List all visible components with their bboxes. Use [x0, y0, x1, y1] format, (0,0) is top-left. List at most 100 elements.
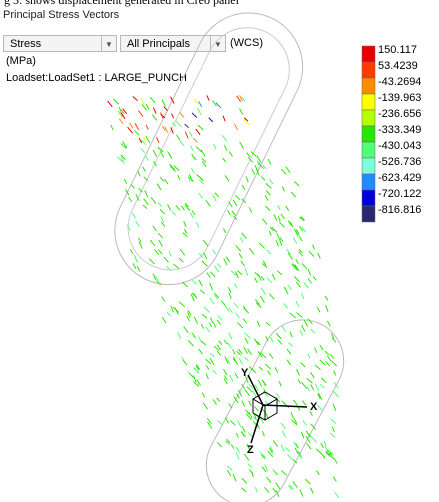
legend-label: 53.4239: [378, 60, 418, 72]
stress-vector: [247, 349, 251, 355]
stress-vector: [204, 253, 207, 259]
stress-vector: [262, 431, 264, 436]
stress-vector: [326, 305, 329, 312]
stress-vector: [233, 349, 235, 354]
stress-vector: [145, 190, 148, 197]
stress-vector: [118, 111, 121, 115]
stress-vector: [192, 333, 196, 339]
stress-vector: [152, 115, 157, 121]
stress-vector: [200, 290, 205, 294]
legend-swatch: [362, 110, 375, 126]
stress-vector: [239, 254, 242, 259]
stress-vector: [261, 276, 264, 280]
stress-vector: [281, 423, 285, 429]
stress-vector: [320, 360, 326, 365]
stress-vector: [199, 336, 202, 342]
stress-vector: [243, 308, 248, 313]
stress-vector: [293, 238, 296, 244]
stress-vector: [302, 382, 307, 388]
stress-vector: [261, 177, 265, 181]
stress-vector: [276, 483, 280, 489]
stress-vector: [299, 236, 302, 241]
stress-vector: [184, 229, 187, 234]
stress-vector: [201, 324, 203, 329]
stress-vector: [242, 233, 246, 237]
stress-vector: [284, 287, 288, 294]
stress-vector: [217, 351, 220, 355]
stress-vector: [242, 401, 245, 407]
stress-vector: [276, 393, 279, 398]
stress-vector: [179, 258, 183, 262]
stress-vector: [311, 329, 315, 333]
stress-vector: [332, 361, 337, 366]
stress-vector: [184, 326, 189, 332]
stress-vector: [172, 211, 176, 215]
stress-vector: [196, 222, 198, 228]
stress-vector: [235, 446, 239, 452]
stress-vector: [124, 179, 126, 184]
stress-vector: [160, 209, 165, 214]
stress-vector: [249, 384, 252, 388]
stress-vector: [278, 340, 282, 344]
stress-vector: [267, 278, 272, 283]
stress-vector: [287, 454, 292, 460]
stress-vector: [262, 380, 266, 386]
stress-vector: [258, 380, 261, 387]
stress-vector: [315, 365, 320, 370]
stress-vector: [191, 145, 193, 151]
stress-vector: [229, 202, 233, 208]
stress-vector: [156, 137, 159, 143]
stress-vector: [288, 285, 292, 290]
stress-vector: [185, 132, 188, 139]
stress-vector: [237, 323, 243, 328]
legend-swatch: [362, 78, 375, 94]
stress-vector: [269, 231, 271, 236]
stress-vector: [302, 227, 306, 232]
stress-vector: [282, 325, 286, 331]
stress-vector: [180, 249, 185, 255]
stress-vector: [251, 368, 256, 373]
stress-vector: [242, 426, 245, 432]
stress-vector: [244, 357, 248, 361]
legend-label: 150.117: [378, 44, 417, 56]
stress-vector: [149, 259, 154, 264]
stress-vector: [176, 205, 180, 210]
stress-vector: [255, 487, 257, 492]
stress-vector: [199, 349, 203, 354]
stress-vector: [245, 333, 251, 338]
stress-vector: [255, 406, 259, 411]
stress-vector: [245, 268, 248, 275]
legend-label: -720.122: [378, 188, 421, 200]
stress-vector: [254, 278, 257, 283]
stress-vector: [313, 245, 315, 250]
stress-vector: [153, 150, 157, 157]
stress-vector: [291, 412, 293, 418]
stress-vector: [257, 321, 260, 327]
stress-vector: [173, 307, 178, 312]
stress-vector: [290, 332, 293, 337]
stress-vector: [153, 108, 156, 114]
stress-vector: [315, 384, 319, 391]
stress-vector: [296, 259, 298, 263]
stress-vector: [203, 240, 208, 246]
stress-vector: [249, 401, 252, 406]
stress-vector: [190, 132, 193, 137]
stress-vector: [327, 321, 330, 326]
stress-vector: [266, 183, 272, 188]
stress-vector: [198, 108, 202, 115]
stress-vector: [207, 273, 210, 278]
stress-vector: [158, 203, 161, 207]
stress-vector: [324, 441, 326, 446]
stress-vector: [154, 250, 159, 255]
stress-vector: [142, 104, 147, 110]
stress-vector: [142, 167, 145, 172]
stress-vector: [217, 320, 221, 325]
stress-vector: [206, 200, 211, 206]
stress-vector: [207, 95, 209, 100]
stress-vector: [194, 99, 198, 105]
stress-vector: [222, 135, 227, 141]
stress-vector: [294, 182, 299, 186]
stress-vector: [178, 333, 181, 339]
stress-vector: [111, 125, 113, 130]
stress-vector: [223, 116, 225, 121]
